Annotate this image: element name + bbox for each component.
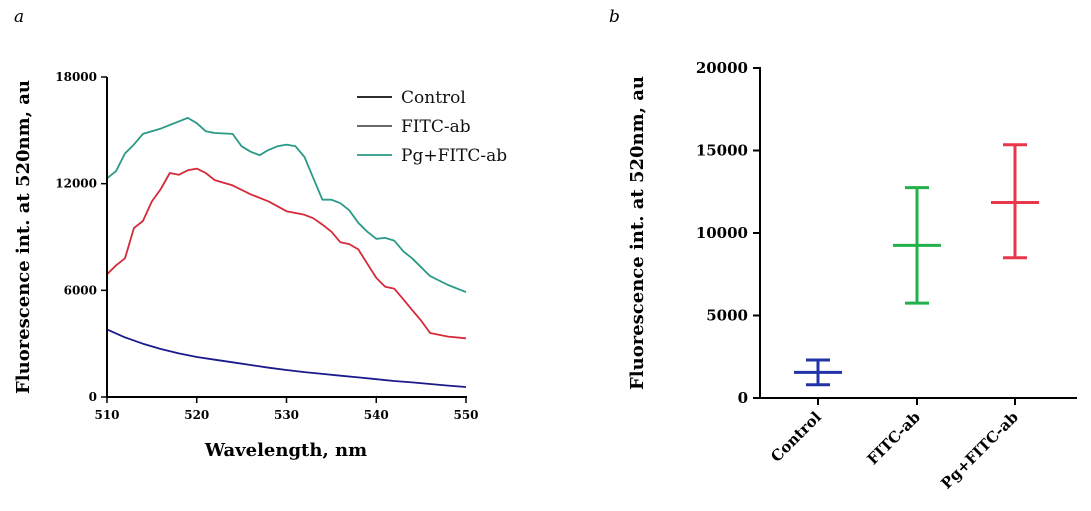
chart-a-y-tick-label: 0 xyxy=(89,390,97,404)
chart-a-y-tick-label: 6000 xyxy=(64,283,97,297)
chart-a-y-axis-title: Fluorescence int. at 520nm, au xyxy=(13,80,34,394)
chart-b-x-tick-label: FITC-ab xyxy=(864,408,924,468)
chart-a-series-line-2 xyxy=(106,117,467,293)
chart-a-y-ticks: 0 6000 12000 18000 xyxy=(55,70,107,404)
chart-a-x-ticks: 510 520 530 540 550 xyxy=(94,397,479,422)
chart-b-y-tick-label: 20000 xyxy=(696,59,748,77)
chart-a-legend: Control FITC-ab Pg+FITC-ab xyxy=(357,88,507,166)
chart-b-marks xyxy=(794,143,1039,387)
chart-a-legend-label-1: FITC-ab xyxy=(401,117,471,137)
chart-b-y-axis-title: Fluorescence int. at 520nm, au xyxy=(627,76,648,390)
chart-a-y-tick-label: 18000 xyxy=(55,70,97,84)
panel-b-label: b xyxy=(609,7,620,27)
chart-a-y-tick-label: 12000 xyxy=(55,177,97,191)
chart-b-y-tick-label: 10000 xyxy=(696,224,748,242)
chart-b-y-ticks: 0 5000 10000 15000 20000 xyxy=(696,59,760,407)
chart-a-legend-label-0: Control xyxy=(401,88,466,108)
chart-a-series-line-0 xyxy=(106,328,467,388)
panel-a-label: a xyxy=(14,7,24,27)
chart-a-legend-label-2: Pg+FITC-ab xyxy=(401,146,507,166)
chart-b-y-tick-label: 0 xyxy=(738,389,748,407)
chart-b-y-tick-label: 15000 xyxy=(696,142,748,160)
chart-a: 0 6000 12000 18000 510 520 530 540 550 Waveleng… xyxy=(13,70,507,461)
chart-a-series-line-1 xyxy=(106,167,467,340)
chart-b-x-ticks: Control FITC-ab Pg+FITC-ab xyxy=(767,398,1022,493)
chart-a-x-tick-label: 550 xyxy=(453,408,478,422)
chart-a-series xyxy=(106,117,467,388)
chart-b-x-tick-label: Pg+FITC-ab xyxy=(937,408,1022,493)
chart-a-x-tick-label: 520 xyxy=(184,408,209,422)
chart-b-x-tick-label: Control xyxy=(767,408,825,466)
chart-a-x-tick-label: 530 xyxy=(274,408,299,422)
chart-a-x-axis-title: Wavelength, nm xyxy=(204,440,367,461)
chart-b: 0 5000 10000 15000 20000 Control FITC-ab Pg+FI… xyxy=(627,59,1077,493)
chart-a-x-tick-label: 510 xyxy=(94,408,119,422)
chart-a-x-tick-label: 540 xyxy=(364,408,389,422)
chart-b-y-tick-label: 5000 xyxy=(706,307,748,325)
